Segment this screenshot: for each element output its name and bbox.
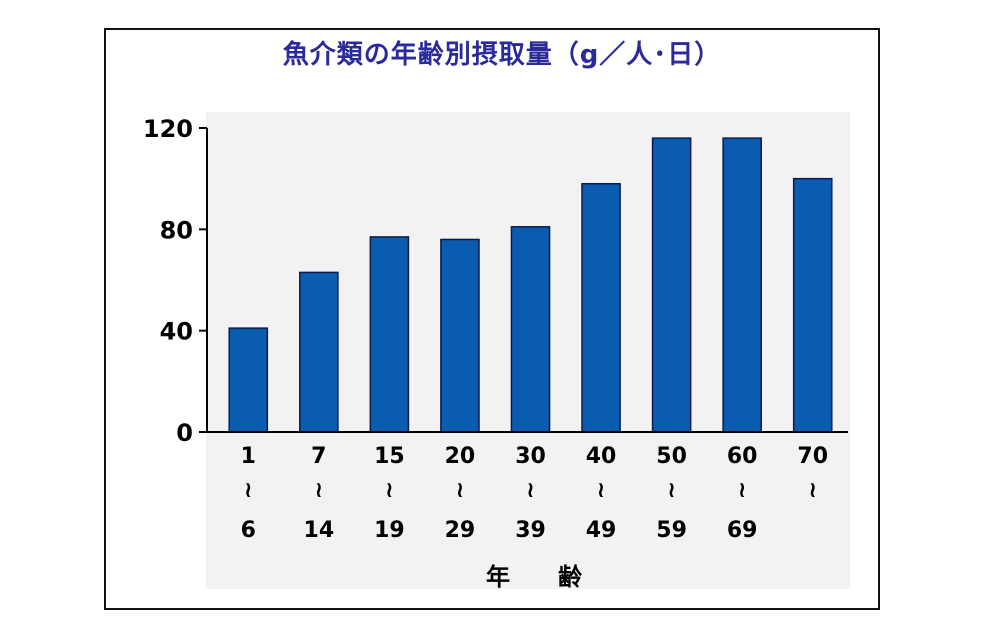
x-tick-from-1: 7 <box>311 444 326 469</box>
y-tick-label-1: 40 <box>160 318 193 346</box>
x-tick-from-4: 30 <box>515 444 546 469</box>
bar-6 <box>651 137 692 433</box>
x-tick-from-7: 60 <box>727 444 758 469</box>
bar-4 <box>510 226 551 433</box>
x-tick-to-5: 49 <box>586 518 617 543</box>
bar-0 <box>228 327 269 433</box>
y-tick-label-3: 120 <box>143 115 193 143</box>
x-tick-sep-1: ≀ <box>315 478 323 503</box>
x-tick-from-8: 70 <box>797 444 828 469</box>
y-tick-label-2: 80 <box>160 216 193 244</box>
x-tick-sep-2: ≀ <box>385 478 393 503</box>
bar-1 <box>299 271 339 433</box>
x-tick-sep-5: ≀ <box>597 478 605 503</box>
x-tick-to-3: 29 <box>445 518 476 543</box>
x-tick-to-4: 39 <box>515 518 546 543</box>
x-tick-sep-8: ≀ <box>809 478 817 503</box>
x-tick-from-5: 40 <box>586 444 617 469</box>
x-tick-from-6: 50 <box>656 444 687 469</box>
x-tick-sep-0: ≀ <box>244 478 252 503</box>
x-tick-to-6: 59 <box>656 518 687 543</box>
x-tick-sep-6: ≀ <box>667 478 675 503</box>
x-tick-from-3: 20 <box>445 444 476 469</box>
bar-7 <box>722 137 762 433</box>
y-tick-label-0: 0 <box>176 419 193 447</box>
x-tick-to-0: 6 <box>241 518 256 543</box>
x-tick-to-7: 69 <box>727 518 758 543</box>
x-tick-from-2: 15 <box>374 444 405 469</box>
bar-3 <box>440 238 480 433</box>
bar-2 <box>369 236 410 433</box>
bar-8 <box>792 177 833 433</box>
x-tick-sep-4: ≀ <box>526 478 534 503</box>
x-tick-sep-7: ≀ <box>738 478 746 503</box>
x-tick-sep-3: ≀ <box>456 478 464 503</box>
x-axis-title: 年 齢 <box>486 563 583 591</box>
x-tick-to-2: 19 <box>374 518 405 543</box>
bar-5 <box>581 182 621 433</box>
chart-title: 魚介類の年齢別摂取量（g／人･日） <box>282 40 722 70</box>
x-tick-from-0: 1 <box>241 444 256 469</box>
x-tick-to-1: 14 <box>304 518 335 543</box>
